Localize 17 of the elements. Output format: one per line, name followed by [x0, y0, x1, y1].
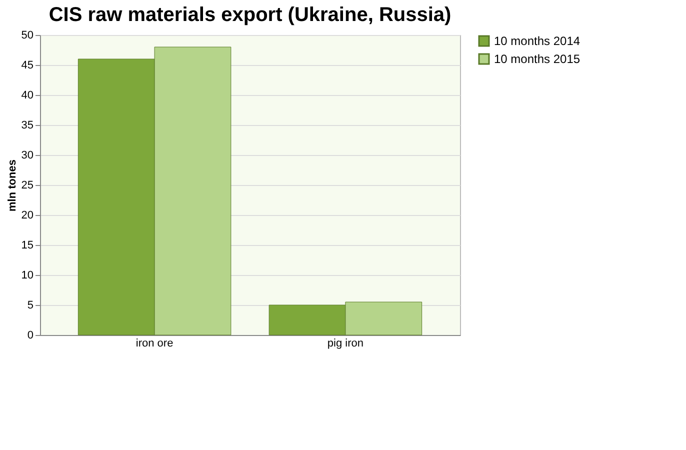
- y-axis-title: mln tones: [6, 160, 18, 212]
- y-tick-label: 25: [21, 180, 34, 192]
- y-tick-label: 15: [21, 240, 34, 252]
- y-tick-label: 35: [21, 120, 34, 132]
- legend-label: 10 months 2014: [494, 34, 580, 48]
- legend-label: 10 months 2015: [494, 52, 580, 66]
- y-tick-label: 0: [27, 330, 34, 342]
- y-tick-label: 40: [21, 90, 34, 102]
- y-tick-label: 5: [27, 300, 34, 312]
- y-tick-label: 10: [21, 270, 34, 282]
- y-tick-label: 45: [21, 60, 34, 72]
- x-tick-label: pig iron: [327, 338, 364, 350]
- y-tick-label: 30: [21, 150, 34, 162]
- y-tick-label: 50: [21, 30, 34, 42]
- x-tick-label: iron ore: [136, 338, 174, 350]
- y-tick-label: 20: [21, 210, 34, 222]
- chart-title: CIS raw materials export (Ukraine, Russia): [48, 4, 452, 26]
